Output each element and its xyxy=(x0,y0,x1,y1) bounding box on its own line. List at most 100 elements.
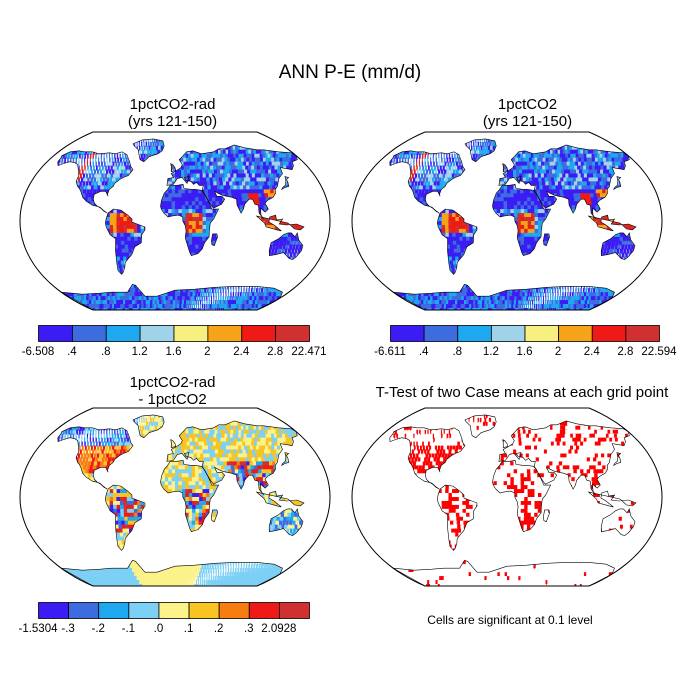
colorbar-swatch xyxy=(139,325,175,342)
colorbar-swatch xyxy=(158,602,190,619)
coastline-greenland xyxy=(132,138,165,163)
map-ttest-significance xyxy=(351,407,663,587)
colorbar-1pctco2-rad xyxy=(38,325,310,342)
colorbar-tick-label: -.3 xyxy=(61,623,75,635)
coastline-greenland xyxy=(464,414,497,439)
coastline-madagascar xyxy=(211,509,218,523)
coastline-greenland xyxy=(464,138,497,163)
colorbar-swatch xyxy=(524,325,560,342)
coastline-britain xyxy=(170,439,177,448)
colorbar-tick-label: -6.508 xyxy=(21,346,55,358)
map-land-field xyxy=(57,414,304,586)
coastline-antarctica xyxy=(61,559,283,587)
colorbar-swatch xyxy=(241,325,277,342)
colorbar-swatch xyxy=(98,602,130,619)
colorbar-tick-label: -6.611 xyxy=(374,346,406,358)
colorbar-swatch xyxy=(558,325,593,342)
map-1pctco2 xyxy=(351,131,663,311)
map-frame xyxy=(19,407,331,587)
colorbar-swatch xyxy=(490,325,526,342)
coastline-eurasia xyxy=(166,420,298,496)
colorbar-tick-label: 2.4 xyxy=(583,346,600,358)
coastline-greenland xyxy=(132,414,165,439)
colorbar-tick-label: 2.8 xyxy=(617,346,634,358)
coastline-samerica xyxy=(104,208,146,275)
colorbar-tick-label: 2 xyxy=(554,346,562,358)
coastline-africa xyxy=(492,184,552,256)
significance-note: Cells are significant at 0.1 level xyxy=(427,613,593,627)
colorbar-tick-label: 22.594 xyxy=(641,346,677,358)
coastline-madagascar xyxy=(543,509,550,523)
coastline-australia xyxy=(268,232,304,260)
coastline-australia xyxy=(268,508,304,536)
coastline-namerica xyxy=(57,150,134,214)
map-frame xyxy=(351,131,663,311)
coastline-australia xyxy=(600,232,636,260)
panel-title-difference: 1pctCO2-rad - 1pctCO2 xyxy=(129,374,216,408)
coastline-antarctica xyxy=(393,283,615,311)
colorbar-tick-label: .1 xyxy=(183,623,194,635)
colorbar-swatch xyxy=(128,602,160,619)
colorbar-swatch xyxy=(248,602,280,619)
colorbar-swatch xyxy=(390,325,425,342)
panel-title-ttest: T-Test of two Case means at each grid po… xyxy=(375,384,669,401)
colorbar-tick-label: -.2 xyxy=(91,623,105,635)
colorbar-tick-label: .0 xyxy=(153,623,164,635)
coastline-indonesia xyxy=(587,214,637,232)
colorbar-tick-label: 2.0928 xyxy=(261,623,297,635)
colorbar-swatch xyxy=(207,325,243,342)
coastline-madagascar xyxy=(211,233,218,247)
coastline-japan xyxy=(280,176,290,191)
map-difference xyxy=(19,407,331,587)
colorbar-swatch xyxy=(591,325,627,342)
colorbar-swatch xyxy=(68,602,100,619)
coastline-namerica xyxy=(389,150,466,214)
map-frame xyxy=(19,131,331,311)
coastline-antarctica xyxy=(393,559,615,587)
colorbar-tick-label: .3 xyxy=(243,623,254,635)
coastline-namerica xyxy=(389,426,466,490)
colorbar-swatch xyxy=(278,602,310,619)
map-frame xyxy=(351,407,663,587)
map-land-field xyxy=(389,414,636,586)
colorbar-swatch xyxy=(625,325,660,342)
coastline-africa xyxy=(160,184,220,256)
colorbar-1pctco2 xyxy=(390,325,660,342)
colorbar-swatch xyxy=(457,325,492,342)
colorbar-swatch xyxy=(423,325,459,342)
coastline-japan xyxy=(612,176,622,191)
coastline-samerica xyxy=(104,484,146,551)
colorbar-tick-label: -1.5304 xyxy=(18,623,58,635)
map-land-field xyxy=(389,138,636,310)
figure-title: ANN P-E (mm/d) xyxy=(278,62,422,83)
coastline-japan xyxy=(280,452,290,467)
coastline-samerica xyxy=(436,208,478,275)
colorbar-tick-label: 22.471 xyxy=(291,346,327,358)
colorbar-swatch xyxy=(105,325,141,342)
colorbar-tick-label: .2 xyxy=(213,623,224,635)
colorbar-tick-label: 1.6 xyxy=(165,346,182,358)
colorbar-tick-label: .4 xyxy=(418,346,429,358)
coastline-namerica xyxy=(57,426,134,490)
coastline-africa xyxy=(160,460,220,532)
coastline-australia xyxy=(600,508,636,536)
map-1pctco2-rad xyxy=(19,131,331,311)
colorbar-tick-label: .8 xyxy=(100,346,111,358)
colorbar-tick-label: -.1 xyxy=(121,623,136,635)
colorbar-difference xyxy=(38,602,310,619)
coastline-indonesia xyxy=(587,490,637,508)
coastline-britain xyxy=(502,163,509,172)
coastline-eurasia xyxy=(498,144,630,220)
colorbar-tick-label: .8 xyxy=(452,346,463,358)
colorbar-swatch xyxy=(188,602,220,619)
coastline-eurasia xyxy=(498,420,630,496)
colorbar-tick-label: 2 xyxy=(204,346,211,358)
colorbar-swatch xyxy=(71,325,107,342)
coastline-antarctica xyxy=(61,283,283,311)
colorbar-labels-difference: -1.5304 -.3 -.2 -.1 .0 .1 .2 .3 2.0928 xyxy=(18,623,310,639)
colorbar-tick-label: 2.8 xyxy=(267,346,284,358)
coastline-madagascar xyxy=(543,233,550,247)
coastline-samerica xyxy=(436,484,478,551)
coastline-britain xyxy=(502,439,509,448)
colorbar-labels-1pctco2: -6.611 .4 .8 1.2 1.6 2 2.4 2.8 22.594 xyxy=(374,346,676,362)
